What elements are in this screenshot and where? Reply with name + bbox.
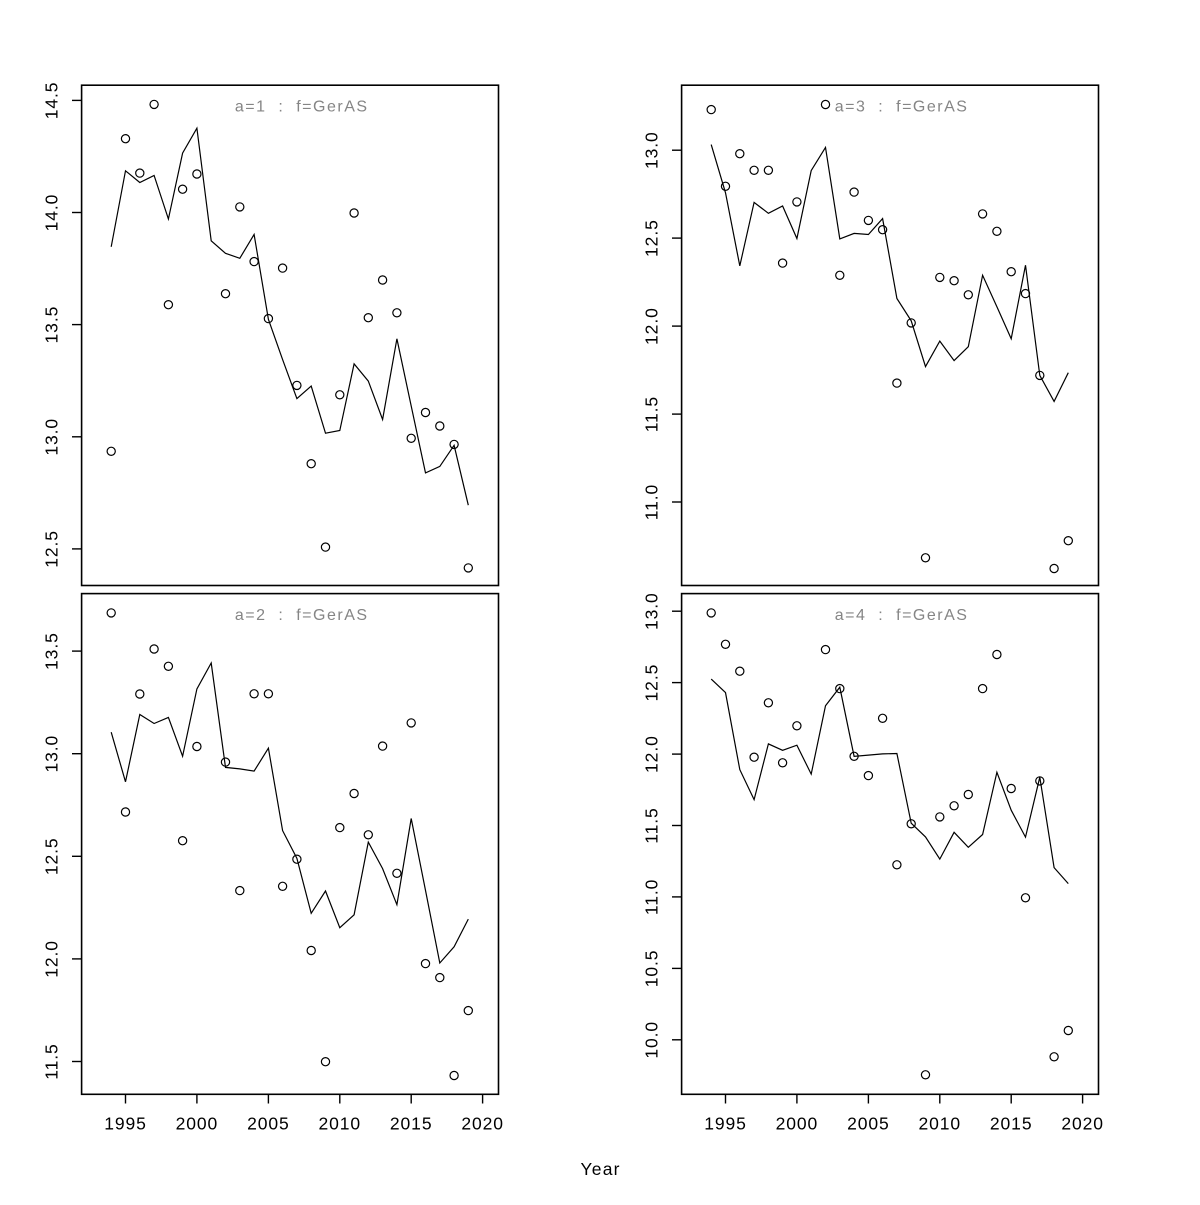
svg-text:13.5: 13.5 bbox=[42, 632, 62, 670]
svg-text:12.5: 12.5 bbox=[642, 664, 662, 702]
svg-text:11.5: 11.5 bbox=[642, 396, 662, 432]
svg-text:10.0: 10.0 bbox=[642, 1021, 662, 1059]
svg-text:a=2 : f=GerAS: a=2 : f=GerAS bbox=[235, 607, 369, 624]
svg-text:12.5: 12.5 bbox=[642, 219, 662, 257]
svg-text:2020: 2020 bbox=[461, 1114, 504, 1134]
svg-text:12.0: 12.0 bbox=[42, 940, 62, 978]
svg-text:a=3 : f=GerAS: a=3 : f=GerAS bbox=[835, 99, 969, 116]
svg-text:2015: 2015 bbox=[990, 1114, 1033, 1134]
svg-text:2010: 2010 bbox=[319, 1114, 362, 1134]
svg-text:2005: 2005 bbox=[847, 1114, 890, 1134]
svg-text:12.0: 12.0 bbox=[642, 307, 662, 345]
svg-text:13.0: 13.0 bbox=[42, 418, 62, 456]
svg-text:11.5: 11.5 bbox=[642, 807, 662, 843]
svg-text:a=4 : f=GerAS: a=4 : f=GerAS bbox=[835, 607, 969, 624]
svg-text:2015: 2015 bbox=[390, 1114, 433, 1134]
svg-text:11.0: 11.0 bbox=[642, 484, 662, 520]
svg-text:13.0: 13.0 bbox=[42, 735, 62, 773]
svg-text:2000: 2000 bbox=[176, 1114, 219, 1134]
svg-text:1995: 1995 bbox=[704, 1114, 747, 1134]
svg-text:Year: Year bbox=[581, 1159, 621, 1179]
svg-text:2005: 2005 bbox=[247, 1114, 290, 1134]
svg-text:14.0: 14.0 bbox=[42, 194, 62, 232]
svg-text:13.0: 13.0 bbox=[642, 131, 662, 169]
svg-text:14.5: 14.5 bbox=[42, 82, 62, 120]
svg-text:11.0: 11.0 bbox=[642, 879, 662, 915]
svg-text:1995: 1995 bbox=[104, 1114, 147, 1134]
svg-text:11.5: 11.5 bbox=[42, 1043, 62, 1079]
svg-text:13.0: 13.0 bbox=[642, 592, 662, 630]
svg-text:2020: 2020 bbox=[1061, 1114, 1104, 1134]
svg-text:12.5: 12.5 bbox=[42, 837, 62, 875]
svg-text:2010: 2010 bbox=[919, 1114, 962, 1134]
svg-text:13.5: 13.5 bbox=[42, 306, 62, 344]
svg-text:12.5: 12.5 bbox=[42, 530, 62, 568]
svg-text:a=1 : f=GerAS: a=1 : f=GerAS bbox=[235, 99, 369, 116]
svg-text:10.5: 10.5 bbox=[642, 950, 662, 988]
svg-text:12.0: 12.0 bbox=[642, 735, 662, 773]
svg-text:2000: 2000 bbox=[776, 1114, 819, 1134]
